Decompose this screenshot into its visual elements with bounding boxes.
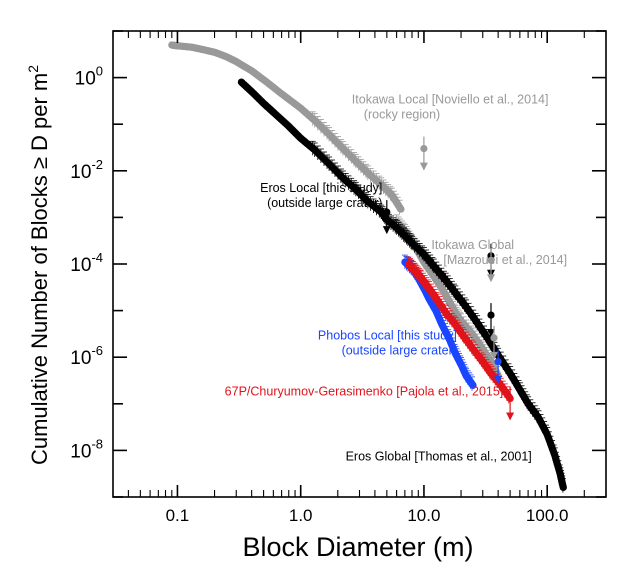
series-4	[404, 256, 514, 404]
limit-arrowhead	[490, 351, 498, 360]
limit-arrowhead	[487, 274, 495, 283]
annotation-line2: [Mazrouei et al., 2014]	[443, 253, 567, 267]
series-0	[168, 41, 405, 215]
limit-arrowhead	[487, 329, 495, 338]
data-point	[469, 381, 477, 389]
limit-arrowhead	[419, 162, 428, 171]
y-tick-label: 10-8	[70, 436, 103, 462]
x-tick-label: 10.0	[407, 506, 440, 525]
annotations-layer: Itokawa Local [Noviello et al., 2014](ro…	[225, 92, 567, 463]
annotation-line2: (outside large crater)	[267, 196, 382, 210]
data-point	[559, 483, 567, 492]
data-points-layer	[168, 41, 567, 493]
annotation-line1: 67P/Churyumov-Gerasimenko [Pajola et al.…	[225, 385, 504, 399]
x-tick-label: 1.0	[289, 506, 313, 525]
limit-arrowhead	[382, 226, 391, 235]
series-1	[237, 78, 391, 226]
ticks-layer	[112, 30, 607, 498]
tick-labels-layer: 0.1 1.0 10.0 100.0 100 10-2 10-4 10-6 10-8	[70, 64, 568, 525]
annotation-line1: Eros Local [this study]	[260, 181, 382, 195]
data-point	[397, 205, 405, 213]
annotation-line1: Itokawa Global	[431, 238, 514, 252]
upper-limits-2	[494, 349, 503, 384]
annotation-line1: Phobos Local [this study]	[318, 329, 457, 343]
annotation-line2: (outside large crater)	[342, 344, 457, 358]
limit-arrowhead	[494, 375, 503, 384]
upper-limits-1	[419, 136, 498, 360]
y-axis-label: Cumulative Number of Blocks ≥ D per m2	[25, 65, 52, 465]
y-tick-label: 10-6	[70, 343, 103, 369]
upper-limits-3	[506, 386, 515, 421]
y-tick-label: 100	[75, 64, 103, 90]
y-tick-label: 10-4	[70, 250, 103, 276]
y-tick-label: 10-2	[70, 157, 103, 183]
annotation-line2: (rocky region)	[364, 107, 440, 121]
series-5	[383, 212, 567, 493]
x-tick-label: 0.1	[166, 506, 190, 525]
x-tick-label: 100.0	[526, 506, 569, 525]
annotation-line1: Itokawa Local [Noviello et al., 2014]	[352, 92, 549, 106]
annotation-line1: Eros Global [Thomas et al., 2001]	[346, 450, 532, 464]
x-axis-label: Block Diameter (m)	[242, 532, 473, 562]
limit-arrowhead	[506, 412, 515, 421]
